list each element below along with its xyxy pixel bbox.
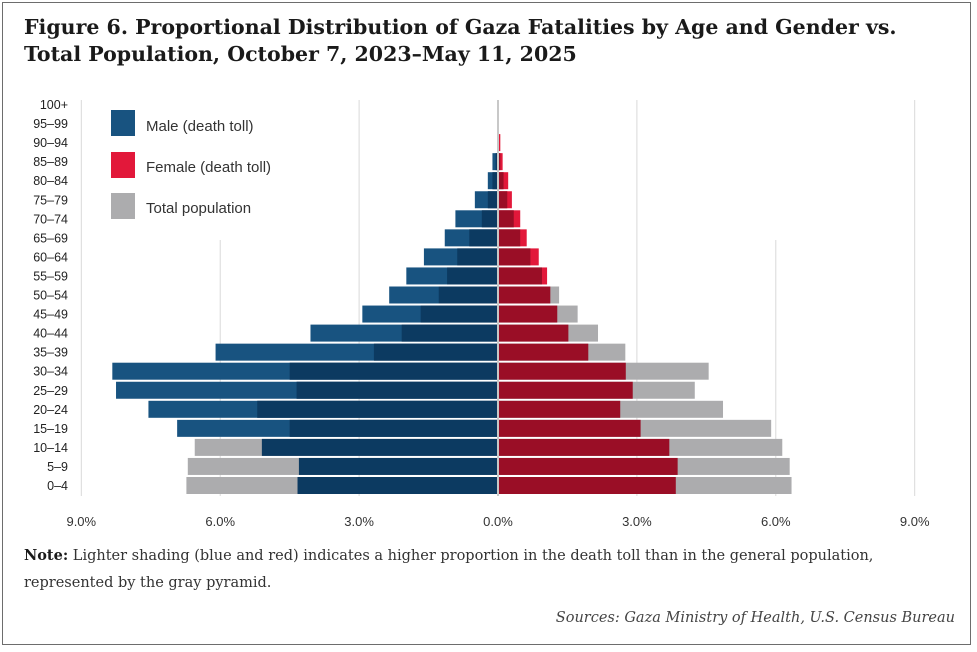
female-death-bar (498, 419, 641, 437)
x-tick-label: 9.0% (900, 514, 930, 529)
male-death-bar-overlap (457, 248, 498, 266)
male-death-bar-overlap (401, 324, 498, 342)
x-tick-labels: 9.0% 6.0% 3.0% 0.0% 3.0% 6.0% 9.0% (66, 514, 929, 529)
male-death-bar-overlap (495, 153, 498, 171)
female-death-bar (498, 381, 633, 399)
age-label: 45–49 (33, 308, 68, 322)
age-label: 80–84 (33, 174, 68, 188)
male-death-bar-overlap (487, 191, 498, 209)
female-death-bar (498, 134, 501, 152)
male-death-bar-overlap (257, 400, 498, 418)
age-label: 40–44 (33, 327, 68, 341)
male-death-bar-overlap (373, 343, 498, 361)
legend-label-population: Total population (146, 200, 251, 217)
female-death-bar-overlap (498, 210, 514, 228)
female-death-bar (498, 362, 626, 380)
figure-note: Note: Lighter shading (blue and red) ind… (24, 542, 954, 597)
male-death-bar-overlap (438, 286, 498, 304)
death-toll-bars (112, 100, 678, 496)
female-death-bar (498, 438, 670, 456)
female-death-bar (498, 286, 551, 304)
figure-title: Figure 6. Proportional Distribution of G… (24, 15, 897, 66)
female-death-bar-overlap (498, 153, 501, 171)
legend-label-female: Female (death toll) (146, 159, 271, 176)
male-death-bar-overlap (469, 229, 498, 247)
x-tick-label: 0.0% (483, 514, 513, 529)
x-tick-label: 6.0% (761, 514, 791, 529)
age-label: 5–9 (47, 460, 68, 474)
age-label: 90–94 (33, 136, 68, 150)
age-label: 15–19 (33, 422, 68, 436)
age-labels: 0–4 5–9 10–14 15–19 20–24 25–29 30–34 35–39 40–4… (33, 98, 68, 493)
age-label: 50–54 (33, 289, 68, 303)
female-death-bar (498, 457, 678, 475)
legend: Male (death toll) Female (death toll) To… (111, 110, 271, 219)
age-label: 70–74 (33, 212, 68, 226)
age-label: 25–29 (33, 384, 68, 398)
female-death-bar (498, 400, 621, 418)
note-label: Note: (24, 547, 69, 564)
age-label: 100+ (40, 98, 68, 112)
male-death-bar (297, 477, 498, 494)
age-label: 20–24 (33, 403, 68, 417)
age-label: 60–64 (33, 250, 68, 264)
female-death-bar-overlap (498, 267, 542, 285)
male-death-bar-overlap (289, 362, 498, 380)
age-label: 85–89 (33, 155, 68, 169)
legend-swatch-female (111, 152, 135, 178)
age-label: 65–69 (33, 231, 68, 245)
male-death-bar-overlap (296, 381, 498, 399)
age-label: 10–14 (33, 441, 68, 455)
legend-swatch-male (111, 110, 135, 136)
age-label: 30–34 (33, 365, 68, 379)
legend-swatch-population (111, 193, 135, 219)
x-tick-label: 6.0% (205, 514, 235, 529)
female-death-bar-overlap (498, 248, 531, 266)
male-death-bar (261, 438, 498, 456)
female-death-bar (498, 324, 569, 342)
age-label: 55–59 (33, 269, 68, 283)
male-death-bar-overlap (289, 419, 498, 437)
male-death-bar-overlap (492, 172, 498, 190)
figure-source: Sources: Gaza Ministry of Health, U.S. C… (555, 610, 955, 626)
female-death-bar-overlap (498, 172, 504, 190)
legend-label-male: Male (death toll) (146, 118, 254, 135)
male-death-bar (492, 153, 498, 171)
age-label: 35–39 (33, 346, 68, 360)
figure-frame (2, 2, 971, 645)
male-death-bar-overlap (447, 267, 498, 285)
female-death-bar-overlap (498, 191, 508, 209)
x-tick-label: 3.0% (622, 514, 652, 529)
age-label: 75–79 (33, 193, 68, 207)
female-death-bar-overlap (498, 229, 521, 247)
male-death-bar-overlap (420, 305, 498, 323)
female-death-bar (498, 477, 676, 494)
female-death-bar (498, 305, 558, 323)
male-death-bar-overlap (481, 210, 498, 228)
x-tick-label: 9.0% (66, 514, 96, 529)
age-label: 95–99 (33, 117, 68, 131)
note-text: Lighter shading (blue and red) indicates… (24, 548, 874, 591)
male-death-bar (298, 457, 498, 475)
age-label: 0–4 (47, 479, 68, 493)
x-tick-label: 3.0% (344, 514, 374, 529)
female-death-bar (498, 343, 589, 361)
